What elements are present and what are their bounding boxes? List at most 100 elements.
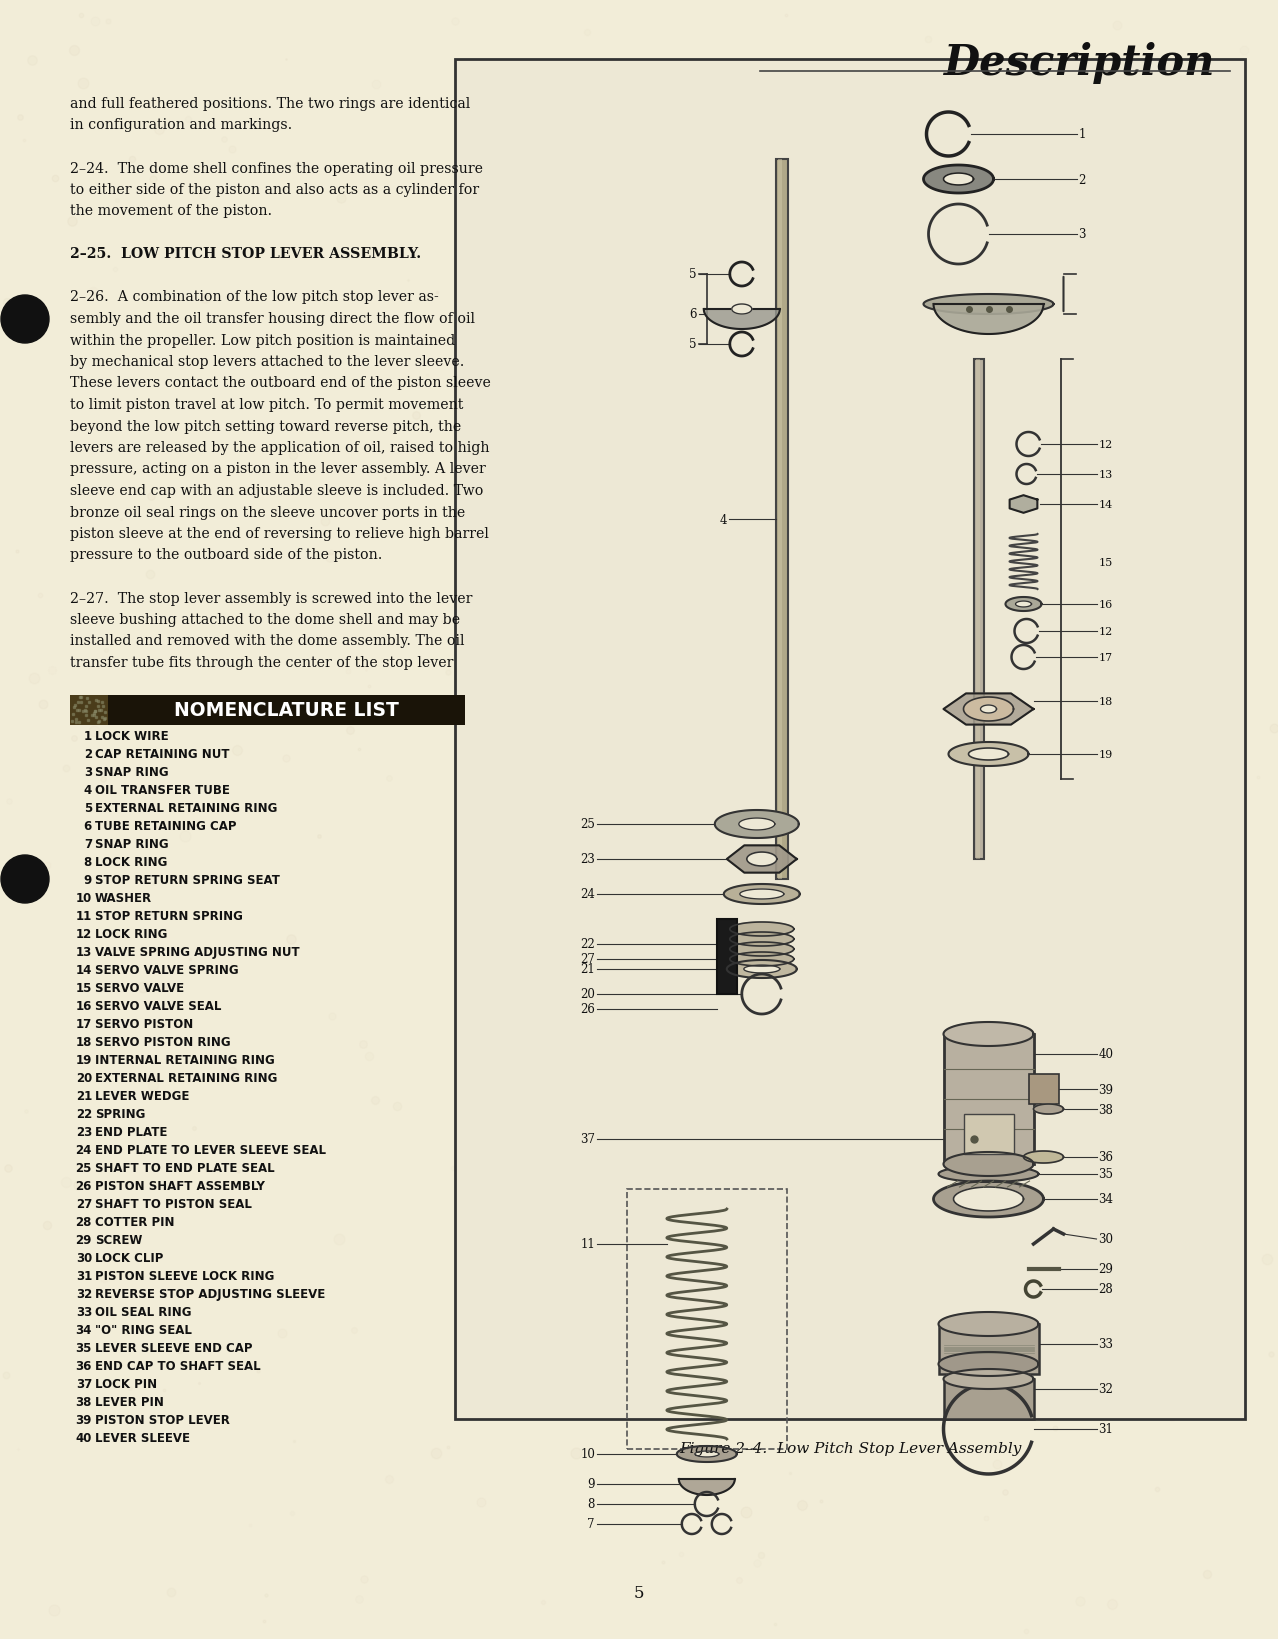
- Text: 9: 9: [588, 1478, 596, 1490]
- Text: by mechanical stop levers attached to the lever sleeve.: by mechanical stop levers attached to th…: [70, 354, 464, 369]
- Text: 29: 29: [1099, 1262, 1113, 1275]
- Polygon shape: [746, 852, 777, 867]
- Text: 4: 4: [84, 783, 92, 797]
- Text: WASHER: WASHER: [95, 892, 152, 905]
- Text: sleeve bushing attached to the dome shell and may be: sleeve bushing attached to the dome shel…: [70, 613, 460, 626]
- Text: 18: 18: [75, 1036, 92, 1049]
- Text: LOCK RING: LOCK RING: [95, 928, 167, 941]
- Text: SERVO VALVE: SERVO VALVE: [95, 982, 184, 995]
- Text: 36: 36: [1099, 1151, 1113, 1164]
- Bar: [938, 1324, 1039, 1373]
- Polygon shape: [739, 818, 774, 831]
- Text: 31: 31: [75, 1270, 92, 1283]
- Polygon shape: [943, 174, 974, 185]
- Text: 38: 38: [75, 1396, 92, 1408]
- Text: 2–25.  LOW PITCH STOP LEVER ASSEMBLY.: 2–25. LOW PITCH STOP LEVER ASSEMBLY.: [70, 247, 422, 261]
- Text: 28: 28: [1099, 1283, 1113, 1296]
- Text: 10: 10: [75, 892, 92, 905]
- Text: 12: 12: [1099, 439, 1113, 449]
- Text: 16: 16: [75, 1000, 92, 1013]
- Text: 15: 15: [75, 982, 92, 995]
- Polygon shape: [1024, 1151, 1063, 1164]
- Text: 21: 21: [580, 964, 596, 975]
- Text: the movement of the piston.: the movement of the piston.: [70, 205, 272, 218]
- Polygon shape: [943, 1369, 1034, 1390]
- Polygon shape: [1034, 1105, 1063, 1115]
- Polygon shape: [730, 923, 794, 936]
- Text: 29: 29: [75, 1234, 92, 1247]
- Text: sleeve end cap with an adjustable sleeve is included. Two: sleeve end cap with an adjustable sleeve…: [70, 484, 483, 498]
- Text: LEVER WEDGE: LEVER WEDGE: [95, 1090, 189, 1103]
- Text: in configuration and markings.: in configuration and markings.: [70, 118, 293, 133]
- Text: 37: 37: [580, 1133, 596, 1146]
- Text: 40: 40: [75, 1431, 92, 1444]
- Text: to either side of the piston and also acts as a cylinder for: to either side of the piston and also ac…: [70, 184, 479, 197]
- Text: LOCK PIN: LOCK PIN: [95, 1378, 157, 1390]
- Text: 5: 5: [689, 338, 697, 351]
- Text: CAP RETAINING NUT: CAP RETAINING NUT: [95, 747, 230, 760]
- Text: TUBE RETAINING CAP: TUBE RETAINING CAP: [95, 820, 236, 833]
- Text: transfer tube fits through the center of the stop lever: transfer tube fits through the center of…: [70, 656, 454, 670]
- Bar: [964, 1115, 1013, 1154]
- Text: SNAP RING: SNAP RING: [95, 838, 169, 851]
- Text: 25: 25: [75, 1162, 92, 1175]
- Text: SERVO PISTON RING: SERVO PISTON RING: [95, 1036, 230, 1049]
- Text: 24: 24: [580, 888, 596, 901]
- Polygon shape: [964, 698, 1013, 721]
- Text: 23: 23: [580, 852, 596, 865]
- Bar: [943, 1034, 1034, 1164]
- Text: bronze oil seal rings on the sleeve uncover ports in the: bronze oil seal rings on the sleeve unco…: [70, 505, 465, 520]
- Text: PISTON SHAFT ASSEMBLY: PISTON SHAFT ASSEMBLY: [95, 1180, 265, 1193]
- Text: STOP RETURN SPRING SEAT: STOP RETURN SPRING SEAT: [95, 874, 280, 887]
- Bar: [70, 695, 109, 724]
- Text: 24: 24: [75, 1144, 92, 1157]
- Text: 2–27.  The stop lever assembly is screwed into the lever: 2–27. The stop lever assembly is screwed…: [70, 592, 473, 605]
- Text: 7: 7: [84, 838, 92, 851]
- Text: 11: 11: [580, 1237, 596, 1251]
- Text: NOMENCLATURE LIST: NOMENCLATURE LIST: [174, 700, 399, 720]
- Text: LEVER PIN: LEVER PIN: [95, 1396, 164, 1408]
- Text: 36: 36: [75, 1360, 92, 1373]
- Text: 11: 11: [75, 910, 92, 923]
- Polygon shape: [744, 965, 780, 974]
- Polygon shape: [953, 1187, 1024, 1211]
- Polygon shape: [704, 310, 780, 329]
- Polygon shape: [1016, 602, 1031, 608]
- Text: 32: 32: [75, 1288, 92, 1301]
- Polygon shape: [730, 952, 794, 967]
- Text: VALVE SPRING ADJUSTING NUT: VALVE SPRING ADJUSTING NUT: [95, 946, 299, 959]
- Text: 25: 25: [580, 818, 596, 831]
- Text: 6: 6: [689, 308, 697, 321]
- Text: 27: 27: [75, 1198, 92, 1211]
- Text: SERVO VALVE SPRING: SERVO VALVE SPRING: [95, 964, 239, 977]
- Text: 27: 27: [580, 952, 596, 965]
- Polygon shape: [943, 693, 1034, 724]
- Polygon shape: [933, 1182, 1044, 1218]
- Text: 22: 22: [580, 938, 596, 951]
- Text: 32: 32: [1099, 1383, 1113, 1396]
- Bar: [455, 61, 1245, 1419]
- Text: 28: 28: [75, 1216, 92, 1229]
- Text: 8: 8: [84, 856, 92, 869]
- Text: PISTON STOP LEVER: PISTON STOP LEVER: [95, 1413, 230, 1426]
- Text: within the propeller. Low pitch position is maintained: within the propeller. Low pitch position…: [70, 333, 455, 347]
- Text: STOP RETURN SPRING: STOP RETURN SPRING: [95, 910, 243, 923]
- Text: SERVO PISTON: SERVO PISTON: [95, 1018, 193, 1031]
- Text: 33: 33: [1099, 1337, 1113, 1351]
- Polygon shape: [933, 305, 1044, 334]
- Text: 30: 30: [1099, 1233, 1113, 1246]
- Text: 20: 20: [580, 988, 596, 1001]
- Text: beyond the low pitch setting toward reverse pitch, the: beyond the low pitch setting toward reve…: [70, 420, 461, 433]
- Text: Description: Description: [943, 43, 1215, 84]
- Text: 17: 17: [1099, 652, 1113, 662]
- Text: 37: 37: [75, 1378, 92, 1390]
- Polygon shape: [727, 960, 796, 978]
- Text: 8: 8: [588, 1498, 596, 1511]
- Text: END PLATE TO LEVER SLEEVE SEAL: END PLATE TO LEVER SLEEVE SEAL: [95, 1144, 326, 1157]
- Polygon shape: [1010, 497, 1038, 513]
- Bar: [943, 1378, 1034, 1419]
- Polygon shape: [740, 890, 783, 900]
- Text: piston sleeve at the end of reversing to relieve high barrel: piston sleeve at the end of reversing to…: [70, 526, 489, 541]
- Text: LOCK RING: LOCK RING: [95, 856, 167, 869]
- Text: LOCK WIRE: LOCK WIRE: [95, 729, 169, 742]
